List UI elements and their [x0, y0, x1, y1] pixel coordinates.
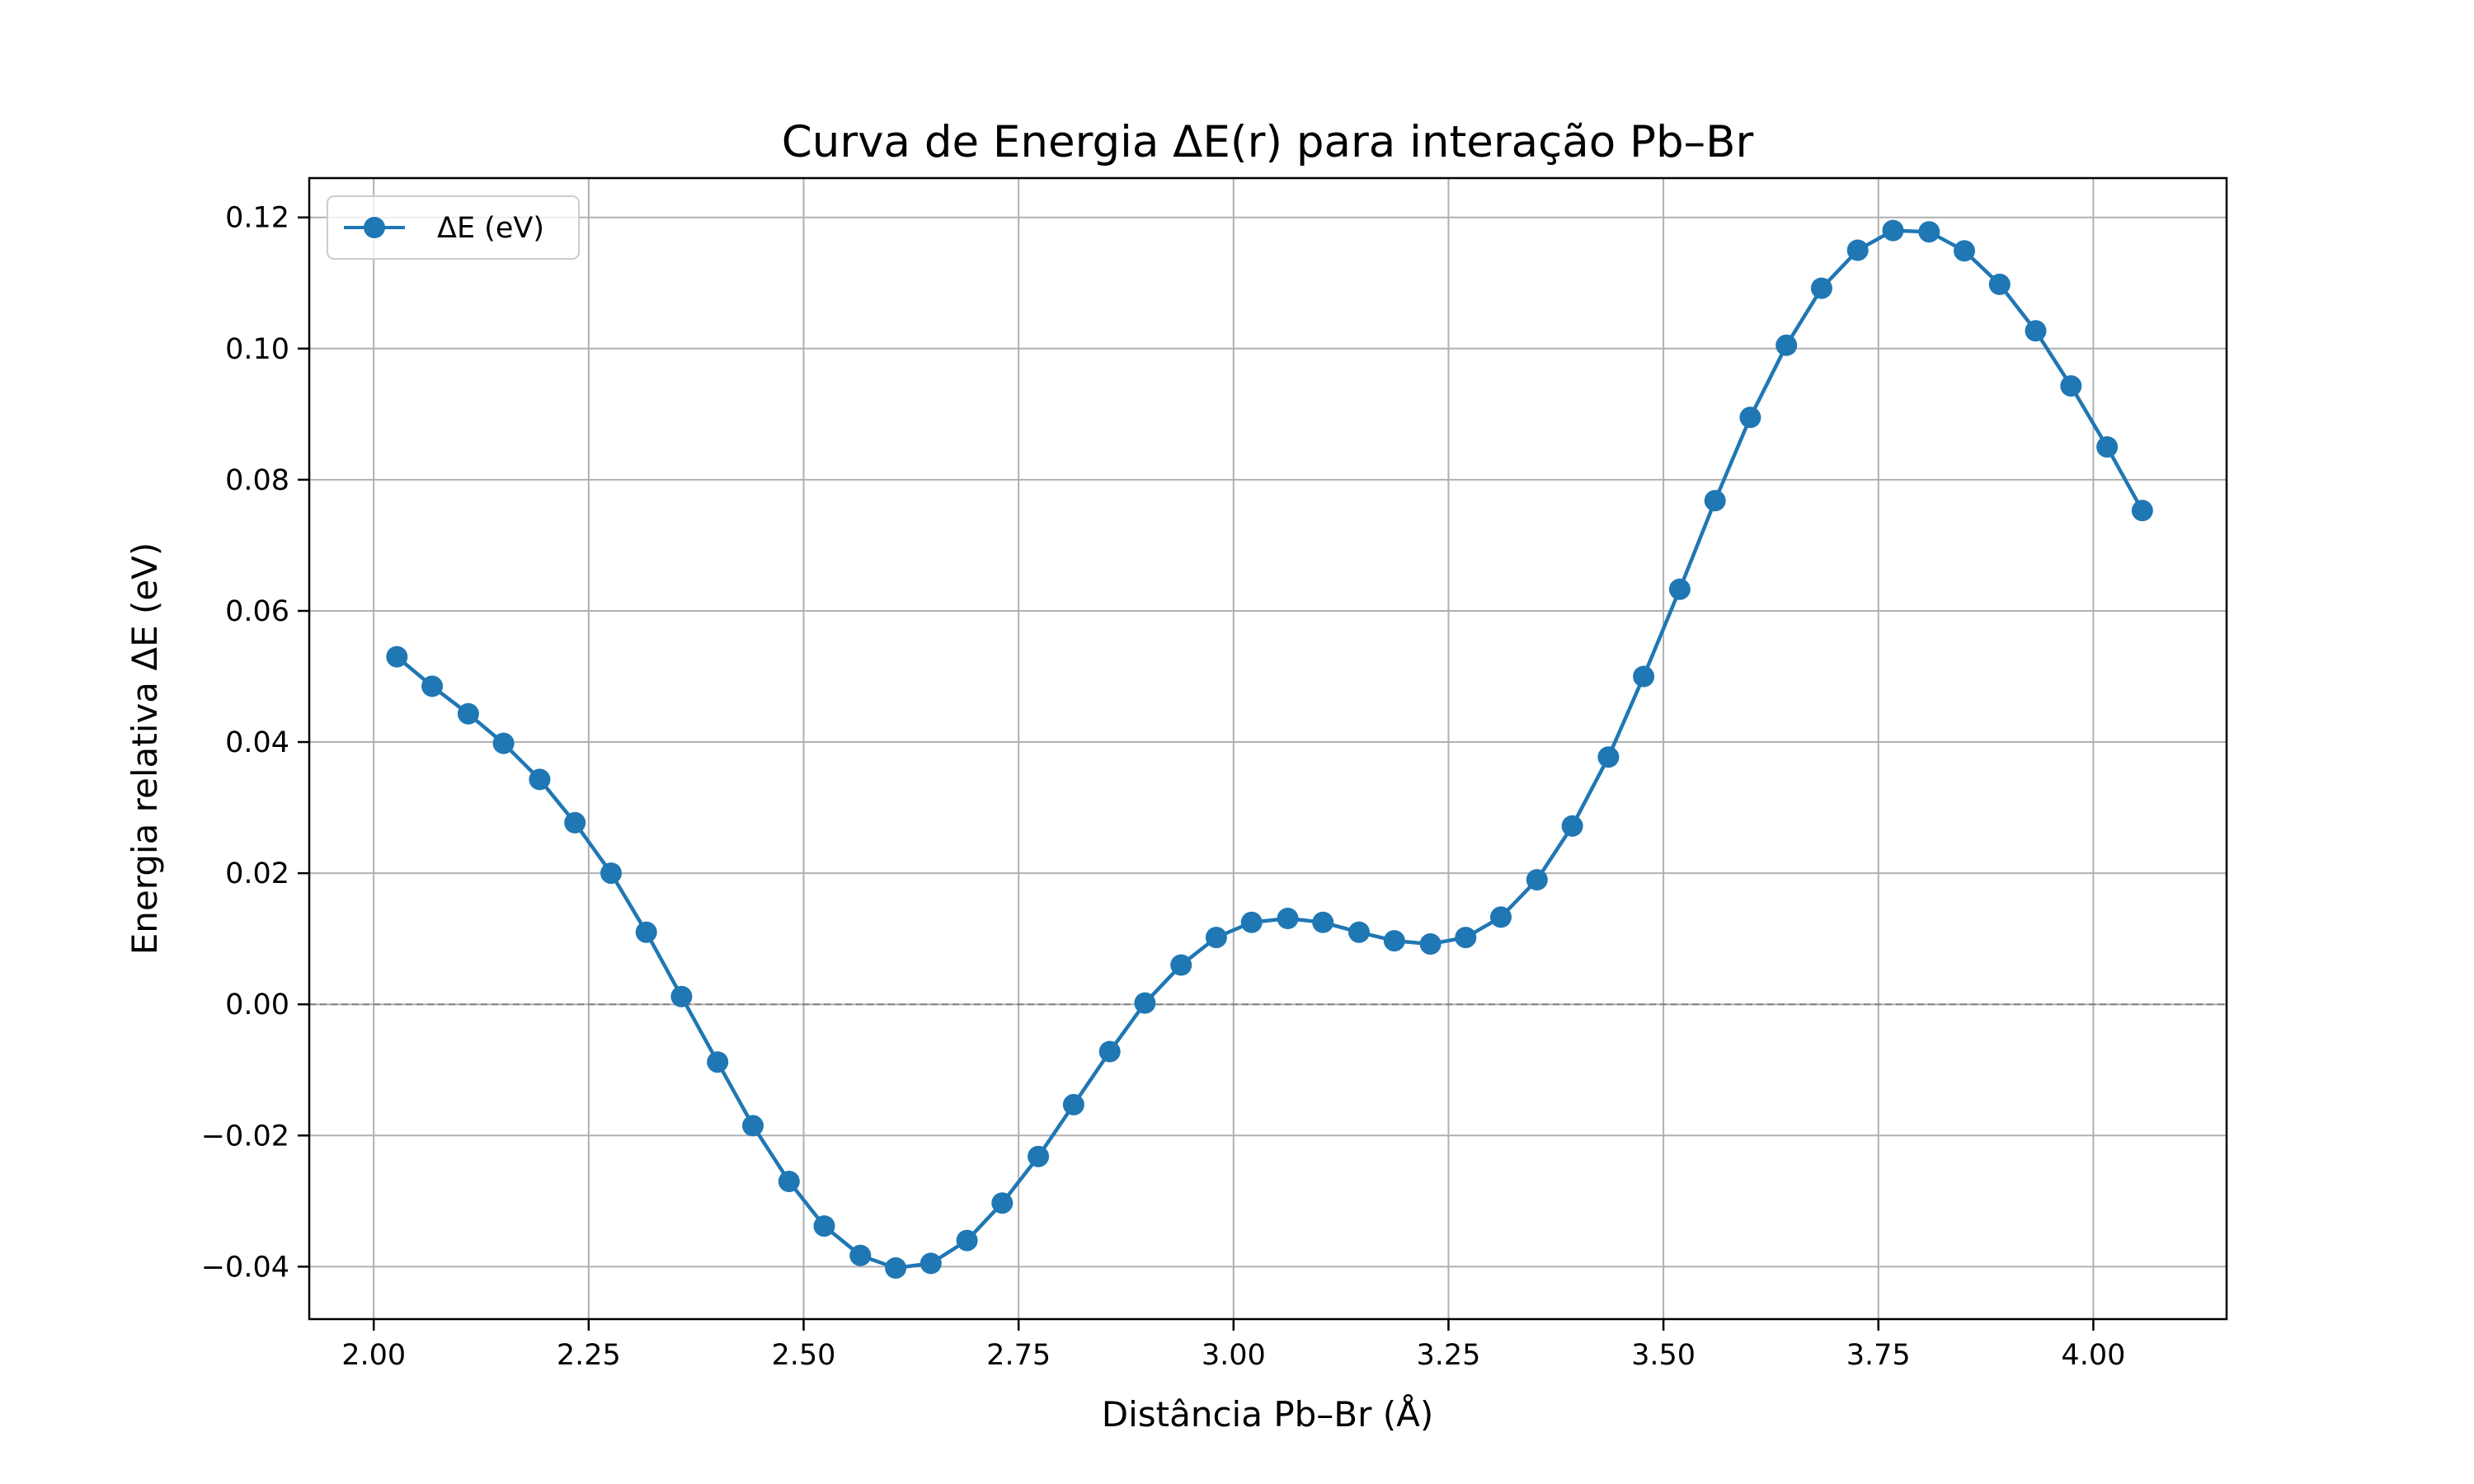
series-group — [386, 219, 2153, 1279]
axes-frame — [308, 176, 2228, 1321]
y-tick-label: 0.10 — [225, 333, 289, 366]
data-point — [635, 921, 657, 943]
data-point — [1134, 992, 1156, 1014]
data-point — [1455, 927, 1477, 949]
data-point — [1419, 933, 1442, 955]
data-point — [1526, 869, 1548, 891]
y-tick-label: −0.04 — [201, 1251, 289, 1284]
data-point — [1988, 273, 2011, 295]
data-point — [1810, 277, 1832, 299]
data-point — [1704, 490, 1726, 512]
y-axis-ticks: −0.04 −0.02 0.00 0.02 0.04 0.06 0.08 0.10 0.12 — [201, 202, 309, 1284]
legend: ΔE (eV) — [327, 195, 580, 260]
data-point — [529, 768, 551, 791]
data-point — [956, 1229, 978, 1252]
data-point — [1561, 815, 1583, 837]
data-point — [849, 1244, 872, 1266]
data-point — [707, 1051, 729, 1073]
x-tick-label: 2.50 — [772, 1339, 836, 1372]
y-tick-label: 0.04 — [225, 726, 289, 759]
legend-entry: ΔE (eV) — [437, 212, 544, 245]
y-axis-label: Energia relativa ΔE (eV) — [125, 542, 165, 956]
x-axis-label: Distância Pb–Br (Å) — [1102, 1393, 1434, 1435]
y-tick-label: 0.06 — [225, 595, 289, 628]
data-point — [991, 1192, 1014, 1214]
data-point — [813, 1215, 835, 1237]
data-point — [1490, 906, 1512, 928]
data-point — [885, 1257, 907, 1279]
data-point — [2060, 375, 2082, 397]
data-point — [386, 646, 408, 668]
x-tick-label: 3.25 — [1416, 1339, 1480, 1372]
data-point — [1633, 665, 1655, 688]
legend-marker-swatch — [364, 217, 385, 238]
data-point — [1918, 221, 1940, 243]
data-point — [1205, 927, 1227, 949]
y-tick-label: −0.02 — [201, 1120, 289, 1153]
data-point — [1312, 911, 1334, 933]
data-point — [1062, 1093, 1084, 1115]
data-point — [1277, 908, 1299, 929]
data-point — [1882, 219, 1904, 242]
data-point — [492, 732, 515, 754]
y-tick-label: 0.12 — [225, 202, 289, 235]
data-point — [2131, 500, 2153, 522]
data-point — [1028, 1145, 1050, 1167]
x-tick-label: 2.00 — [341, 1339, 406, 1372]
data-point — [1954, 240, 1975, 262]
data-point — [1383, 930, 1405, 952]
data-point — [2096, 436, 2119, 458]
data-point — [778, 1171, 800, 1192]
data-point — [742, 1115, 764, 1137]
x-axis-ticks: 2.00 2.25 2.50 2.75 3.00 3.25 3.50 3.75 4.00 — [341, 1319, 2125, 1372]
x-tick-label: 3.00 — [1202, 1339, 1266, 1372]
x-tick-label: 3.75 — [1846, 1339, 1911, 1372]
data-point — [920, 1252, 942, 1275]
data-point — [600, 862, 622, 885]
x-tick-label: 4.00 — [2061, 1339, 2125, 1372]
data-point — [2025, 320, 2047, 342]
data-point — [1240, 911, 1263, 933]
data-point — [564, 811, 586, 834]
x-tick-label: 3.50 — [1631, 1339, 1696, 1372]
legend-box — [327, 195, 580, 260]
data-point — [421, 675, 444, 697]
data-point — [1846, 239, 1869, 261]
data-point — [1739, 406, 1761, 429]
y-tick-label: 0.00 — [225, 989, 289, 1021]
data-point — [1170, 954, 1192, 976]
data-point — [457, 702, 479, 725]
data-point — [1668, 578, 1691, 600]
y-tick-label: 0.08 — [225, 464, 289, 497]
data-point — [1098, 1040, 1121, 1063]
chart-title: Curva de Energia ΔE(r) para interação Pb… — [782, 117, 1754, 167]
data-point — [1597, 746, 1620, 768]
data-point — [1348, 921, 1370, 943]
x-tick-label: 2.25 — [557, 1339, 621, 1372]
data-point — [1776, 334, 1798, 356]
data-point — [670, 985, 693, 1007]
plot-area — [309, 178, 2227, 1319]
y-tick-label: 0.02 — [225, 857, 289, 890]
x-tick-label: 2.75 — [986, 1339, 1051, 1372]
